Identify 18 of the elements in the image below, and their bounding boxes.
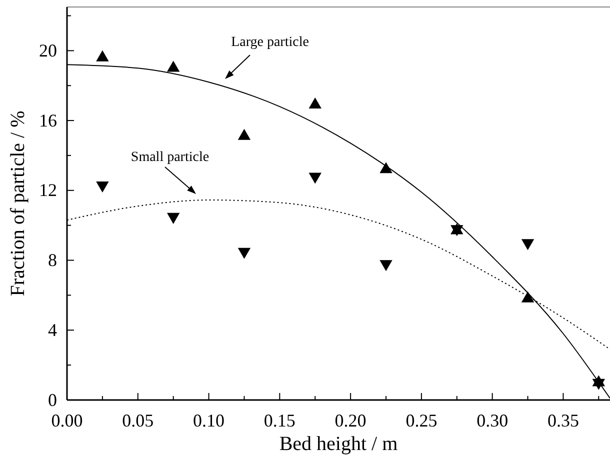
x-tick-label: 0.10 (193, 410, 225, 430)
annotation: Small particle (130, 150, 210, 165)
x-tick-label: 0.35 (547, 410, 579, 430)
x-tick-label: 0.30 (476, 410, 508, 430)
y-tick-label: 0 (48, 390, 57, 410)
y-tick-label: 12 (39, 180, 57, 200)
x-axis-title: Bed height / m (279, 433, 398, 455)
y-tick-label: 16 (39, 110, 57, 130)
y-tick-label: 4 (48, 320, 57, 340)
y-tick-label: 8 (48, 250, 57, 270)
x-tick-label: 0.15 (264, 410, 296, 430)
x-tick-label: 0.25 (406, 410, 438, 430)
y-tick-label: 20 (39, 40, 57, 60)
x-tick-label: 0.05 (122, 410, 154, 430)
x-tick-label: 0.00 (51, 410, 83, 430)
x-tick-label: 0.20 (334, 410, 366, 430)
annotation: Large particle (231, 35, 309, 50)
y-axis-title: Fraction of particle / % (7, 110, 29, 296)
